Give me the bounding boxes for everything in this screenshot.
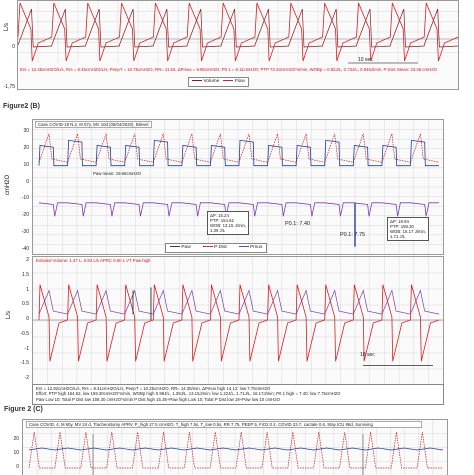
figure-b-pressure-ytick: 10 [23,161,29,168]
legend-flow-swatch [223,80,234,82]
figure-c-ytick-10: 10 [13,450,19,456]
figure-c-panel [22,419,448,475]
figure-b-label: Figure2 (B) [3,103,40,110]
annot1-wobl: 1.39 J/L [210,228,226,233]
paw-series-line [38,139,439,167]
footer-line-1: Ers = 12.82cmH2O/L/s, Rrs = 8.41cmH2O/L/… [36,386,271,391]
top-scale-label: 10 sec [358,57,373,63]
figure-b-pressure-ylabel: cmH2O [5,174,12,196]
figure-b-footer: Ers = 12.82cmH2O/L/s, Rrs = 8.41cmH2O/L/… [32,384,444,405]
legend-volume-swatch [192,80,202,82]
figure-b-flow-ytick: -1 [24,345,29,352]
legend-paw-swatch [170,246,180,248]
figure-b-pressure-ytick: 30 [23,128,29,134]
annotation-box-2: ΔP: 18.94 PTP: 159.30 WOB: 16.17 J/min, … [387,217,430,241]
annot2-wob: WOB: 16.17 J/min, [390,229,427,234]
figure-b-flow-plot [33,257,443,385]
annotation-box-1: ΔP: 15.24 PTP: 154.62 WOB: 13.15 J/min, … [207,211,250,235]
legend-volume: Volume [203,79,220,84]
figure-b-case: Case COVID-19 N.2, M 57y, MV 10d (05/04/… [35,121,152,128]
top-ytick-0: 0 [12,44,15,50]
legend-pmus-swatch [238,246,249,248]
figure-b-flow-ytick: -0.5 [20,330,29,337]
figure-b-flow-ylabel: L/s [6,310,13,320]
figure-c-pdist-line [28,431,443,469]
top-params: Ers = 12.45cmH2O/L/s, Rrs = 8.45cmH2O/L/… [20,67,437,72]
legend-flow: Flow [234,79,245,84]
pmus-series-line [38,202,439,217]
figure-c-plot [23,420,447,475]
figure-b-pressure-ytick: -20 [21,212,29,219]
top-panel-plot [18,1,458,64]
annot2-ptp: PTP: 159.30 [390,224,414,229]
figure-b-flow-ytick: 0.5 [22,301,29,308]
annot2-wobl: 1.71 J/L [390,234,406,239]
legend-pdist: P Dist [214,245,227,250]
footer-line-3: Paw Low 10; Total P Dist low 159.30 cmH2… [36,396,280,402]
figure-b-scale-label: 10 sec [360,352,375,358]
annot2-dp: ΔP: 18.94 [390,219,409,224]
figure-b-pressure-legend: Paw P Dist Pmus [165,243,268,253]
figure-b-flow-ytick: 1 [26,286,29,293]
paw-mean-label: Paw mean: 19.66cmH2O [93,171,142,176]
figure-b-flow-panel [32,256,444,386]
figure-b-flow-ytick: 1.5 [22,271,29,278]
figure-c-case: Case COVID, 4, M 60y, MV 24 d, Tracheost… [26,421,422,428]
legend-paw: Paw [181,245,191,250]
figure-b-pressure-ytick: -40 [21,246,29,252]
figure-b-flow-ytick: -2 [24,375,29,381]
figure-c-ytick-20: 20 [13,436,19,442]
annot1-dp: ΔP: 15.24 [210,213,229,218]
p01-label-b: P0.1: 7.75 [340,232,366,238]
flow-series-line [18,2,458,62]
figure-c-label: Figure 2 (C) [4,406,43,413]
figure-b-flow-header: Exhaled Volume: 1.47 L, 0.83 L/s APRC 0.… [36,258,151,263]
annot1-ptp: PTP: 154.62 [210,218,234,223]
figure-c-ytick-0: 0 [16,464,19,470]
figure-b-pressure-ytick: -30 [21,229,29,236]
annot1-wob: WOB: 13.15 J/min, [210,223,247,228]
footer-line-2: Effort: PTP high 154.62, low 159.30cmH2O… [36,391,341,397]
figure-b-pressure-ytick: 20 [23,144,29,151]
figure-b-flow-ytick: 2 [26,257,29,263]
figure-b-flow-ytick: -1.5 [20,360,29,367]
top-legend: Volume Flow [188,77,249,87]
legend-pmus: Pmus [250,245,263,250]
volume-series-line [18,8,458,48]
figure-c-paw-line [28,447,444,451]
figure-b-pressure-ytick: -10 [21,195,29,202]
legend-pdist-swatch [202,245,213,248]
top-ylabel: L/s [4,22,11,32]
figure-b-pressure-ytick: 0 [26,178,29,185]
figure-b-flow-ytick: 0 [26,316,29,322]
top-ytick-min: -1,75 [3,84,15,90]
top-panel [17,0,459,90]
flow-series-line [38,284,440,362]
p01-label-a: P0.1: 7.40 [285,221,311,227]
